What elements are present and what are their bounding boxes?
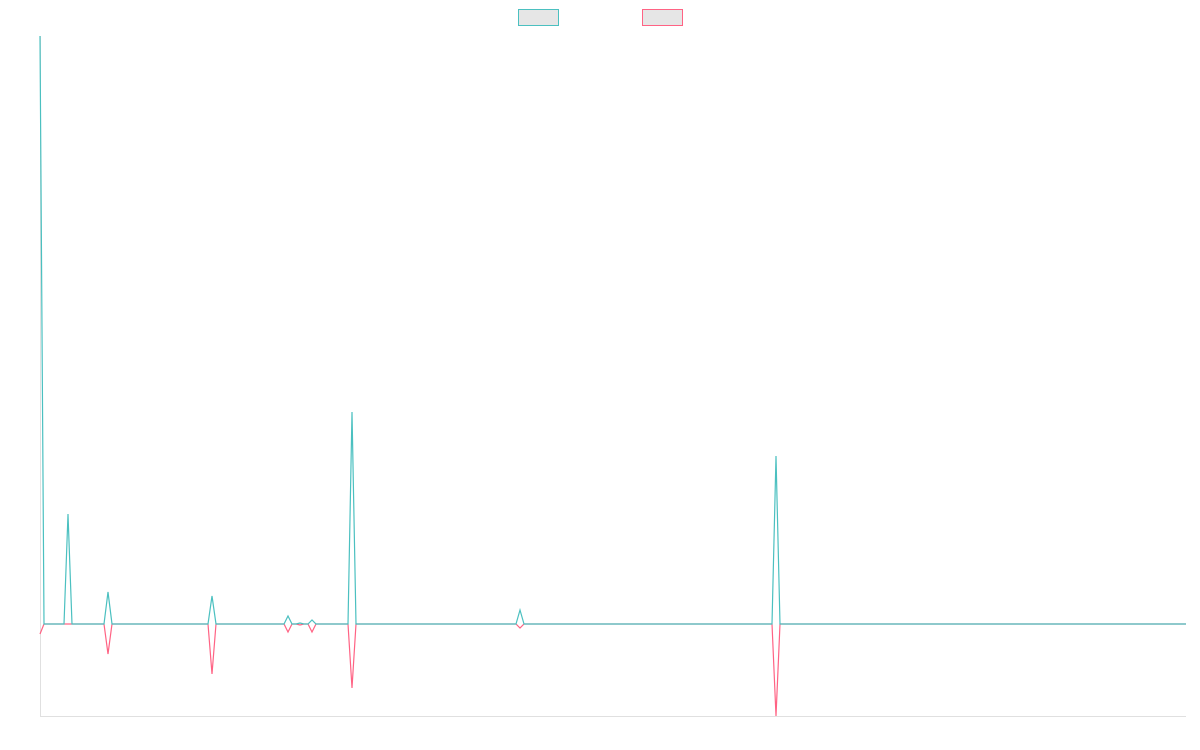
legend-swatch[interactable] (518, 9, 559, 26)
series-line (39, 35, 1186, 625)
legend-swatch[interactable] (642, 9, 683, 26)
series-line (39, 623, 1186, 717)
